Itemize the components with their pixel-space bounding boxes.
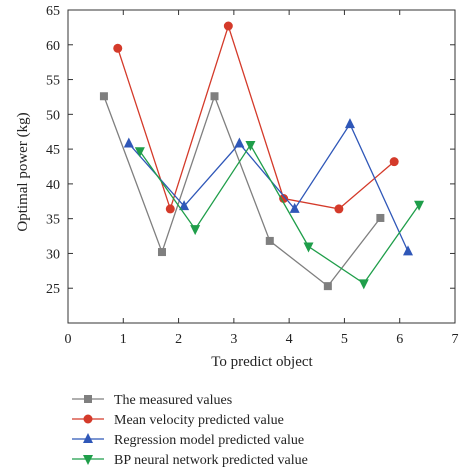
data-point <box>334 204 344 214</box>
y-tick-label: 55 <box>46 74 60 89</box>
data-point <box>113 43 123 53</box>
x-tick-label: 1 <box>120 332 127 347</box>
x-tick-label: 3 <box>230 332 237 347</box>
data-point <box>99 92 108 101</box>
y-tick-label: 45 <box>46 143 60 158</box>
series-1 <box>99 92 385 291</box>
y-tick-label: 50 <box>46 108 60 123</box>
x-axis-label: To predict object <box>211 354 313 370</box>
data-point <box>289 202 300 213</box>
legend-item: The measured values <box>72 393 232 408</box>
x-tick-label: 0 <box>65 332 72 347</box>
data-point <box>245 140 256 151</box>
x-tick-label: 2 <box>175 332 182 347</box>
legend-marker <box>83 414 93 424</box>
legend-marker <box>83 455 93 465</box>
legend-label: BP neural network predicted value <box>114 453 308 468</box>
legend-label: The measured values <box>114 393 232 408</box>
series-line <box>103 94 381 288</box>
legend-label: Mean velocity predicted value <box>114 413 284 428</box>
legend-item: Mean velocity predicted value <box>72 413 284 428</box>
x-tick-label: 4 <box>286 332 293 347</box>
y-tick-label: 25 <box>46 282 60 297</box>
legend-item: BP neural network predicted value <box>72 453 308 468</box>
legend-item: Regression model predicted value <box>72 433 304 448</box>
data-point <box>190 225 201 236</box>
legend-label: Regression model predicted value <box>114 433 304 448</box>
data-point <box>134 147 145 158</box>
data-point <box>157 248 166 257</box>
data-point <box>376 213 385 222</box>
data-point <box>358 279 369 290</box>
plot-area-border <box>67 9 456 324</box>
series-line <box>139 143 420 285</box>
legend-marker <box>83 433 93 443</box>
data-point <box>210 92 219 101</box>
y-tick-label: 30 <box>46 247 60 262</box>
y-tick-label: 60 <box>46 39 60 54</box>
data-point <box>223 21 233 31</box>
data-point <box>403 245 414 256</box>
data-point <box>234 137 245 148</box>
data-point <box>414 200 425 211</box>
series-3 <box>123 118 414 256</box>
y-axis-label: Optimal power (kg) <box>15 112 31 231</box>
axis-ticks <box>67 9 456 323</box>
series-layer <box>99 21 425 291</box>
data-point <box>265 236 274 245</box>
plot-frame <box>67 9 456 324</box>
series-2 <box>113 21 399 214</box>
data-point <box>165 204 175 214</box>
legend-marker <box>84 395 92 403</box>
series-line <box>117 23 395 212</box>
y-tick-label: 65 <box>46 4 60 19</box>
x-tick-label: 5 <box>341 332 348 347</box>
data-point <box>179 200 190 211</box>
data-point <box>123 137 134 148</box>
data-point <box>344 118 355 129</box>
y-tick-label: 35 <box>46 213 60 228</box>
data-point <box>303 242 314 253</box>
y-tick-label: 40 <box>46 178 60 193</box>
x-tick-label: 6 <box>396 332 403 347</box>
data-point <box>323 282 332 291</box>
data-point <box>279 193 289 203</box>
series-line <box>128 122 409 252</box>
series-4 <box>134 140 425 290</box>
data-point <box>389 157 399 167</box>
x-tick-label: 7 <box>452 332 459 347</box>
legend: The measured values Mean velocity predict… <box>72 393 308 468</box>
